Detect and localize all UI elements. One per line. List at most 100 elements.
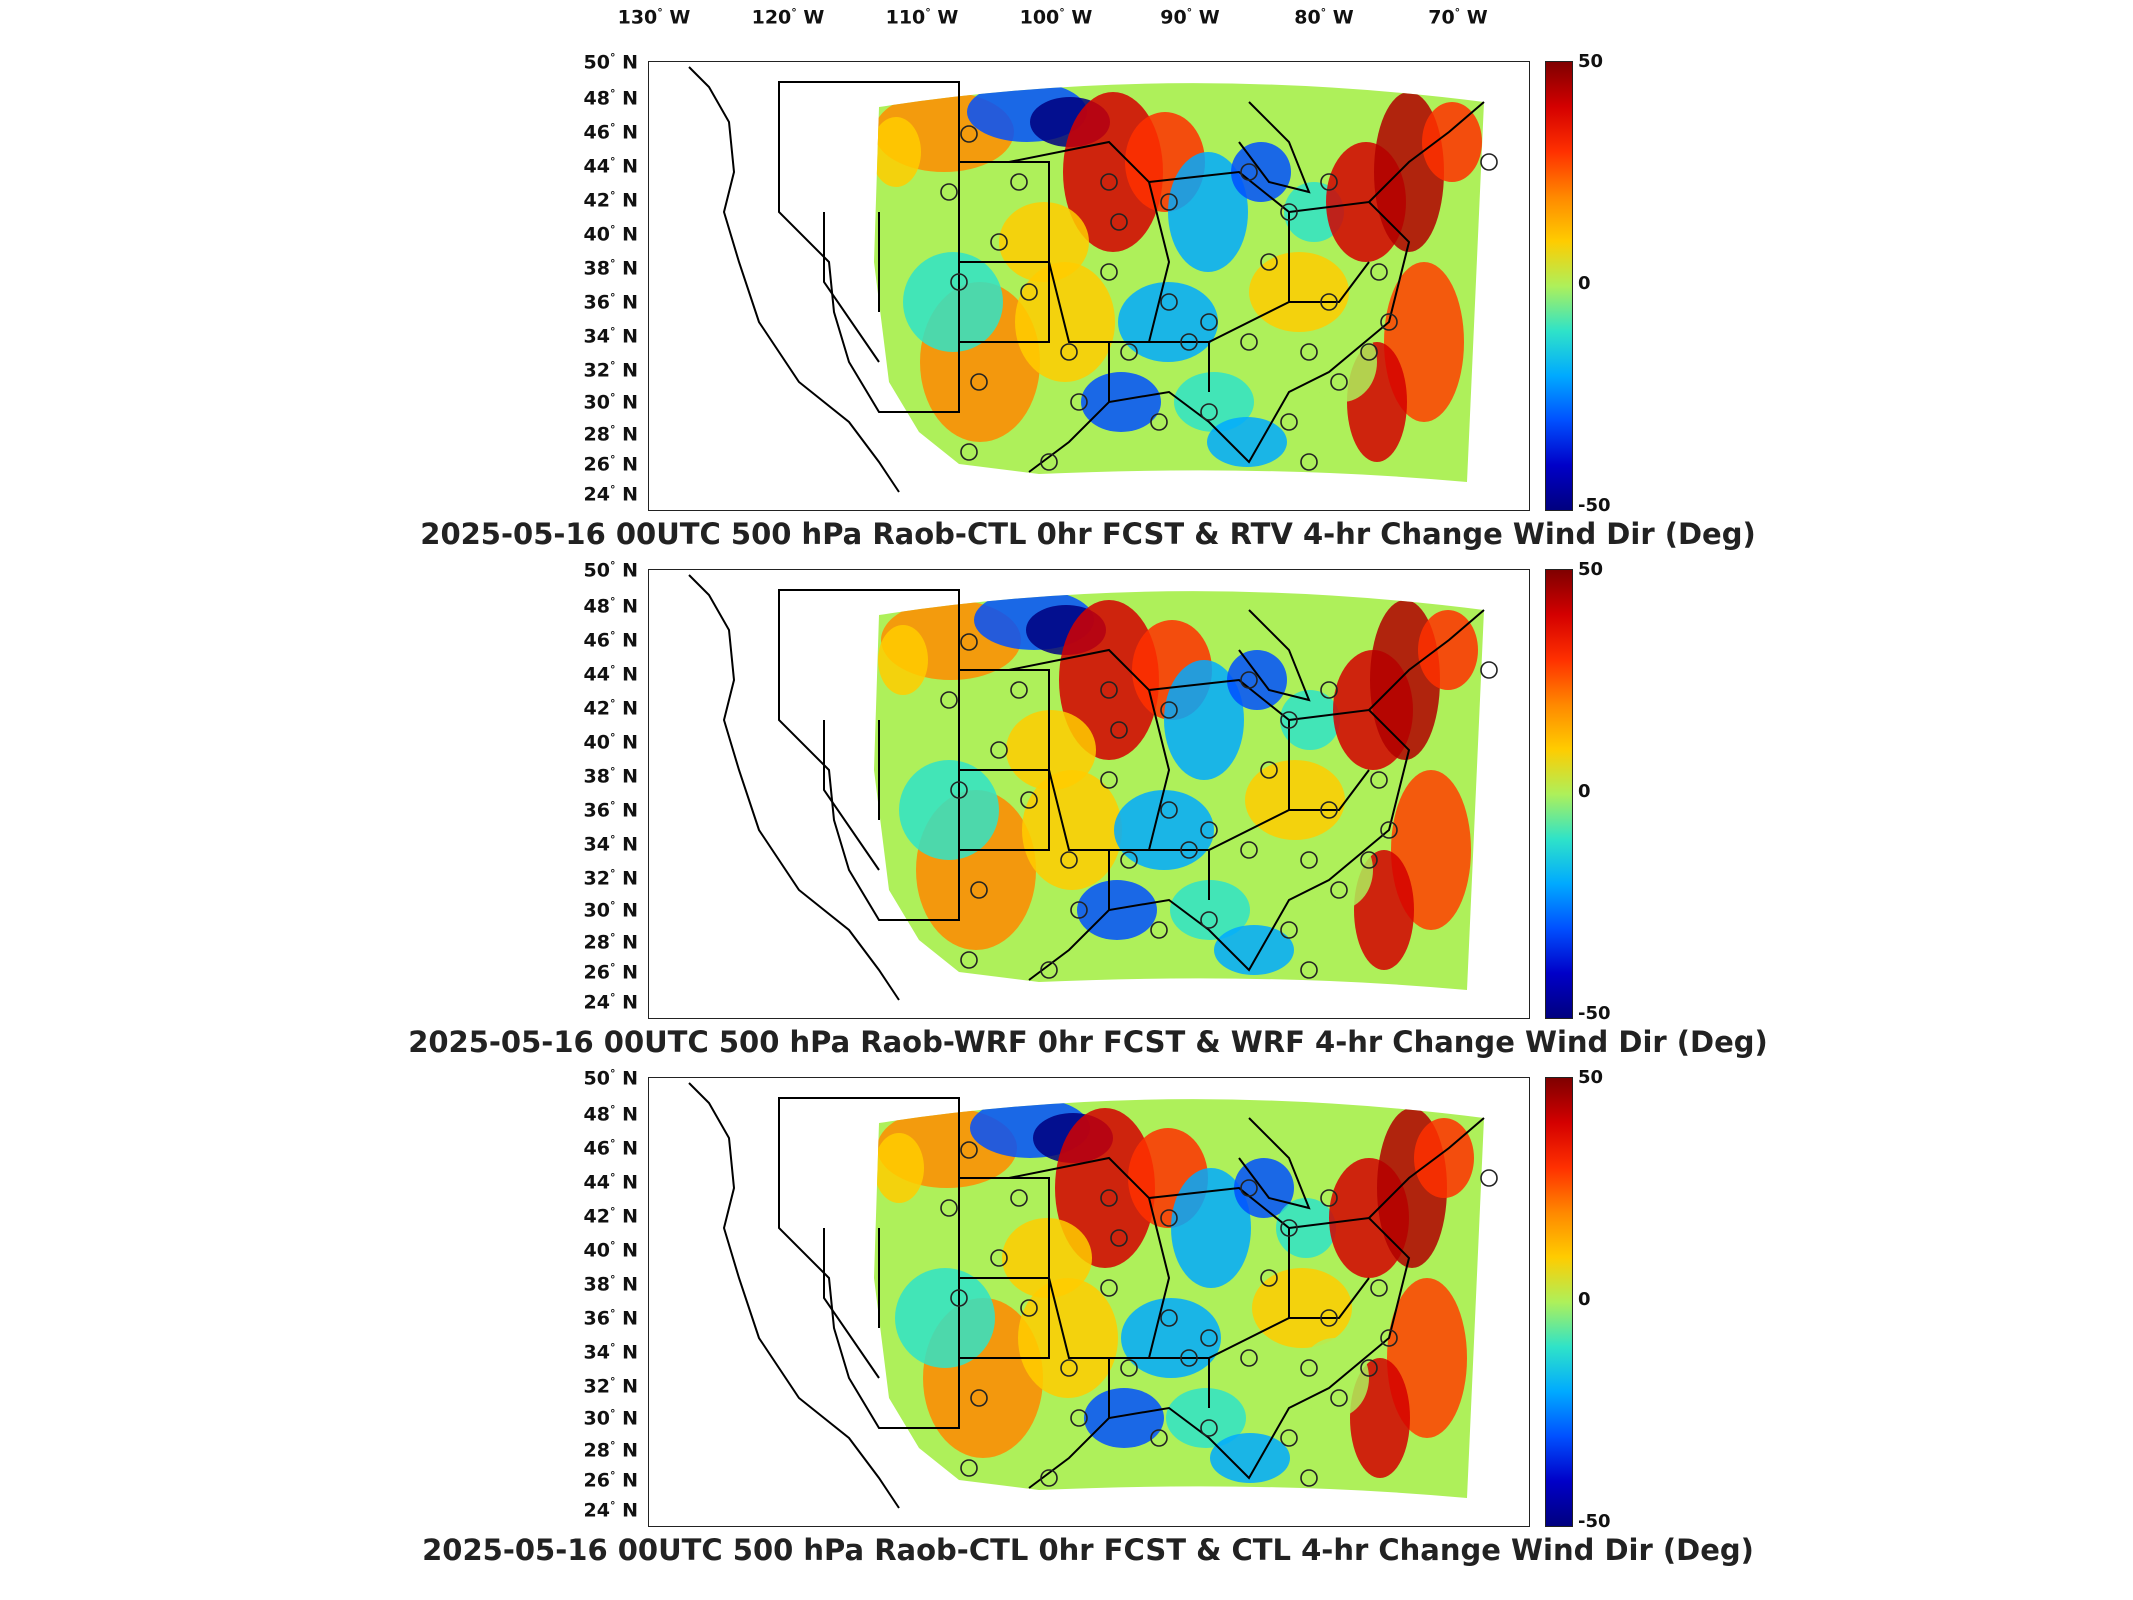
latitude-suffix: N: [622, 87, 638, 110]
raob-station-marker: [970, 1389, 988, 1407]
latitude-label: 42° N: [583, 1205, 638, 1228]
raob-station-marker: [990, 233, 1008, 251]
raob-station-marker: [1320, 1189, 1338, 1207]
raob-station-marker: [1370, 1279, 1388, 1297]
raob-station-marker: [1240, 333, 1258, 351]
longitude-suffix: W: [937, 6, 959, 29]
raob-station-marker: [1200, 403, 1218, 421]
latitude-value: 26: [583, 453, 610, 476]
field-region: [1414, 1118, 1474, 1198]
raob-station-marker: [940, 691, 958, 709]
latitude-suffix: N: [622, 961, 638, 984]
latitude-label: 46° N: [583, 1137, 638, 1160]
latitude-value: 40: [583, 731, 610, 754]
raob-station-marker: [1180, 841, 1198, 859]
field-region: [1164, 660, 1244, 780]
latitude-value: 24: [583, 483, 610, 506]
longitude-value: 130: [617, 6, 658, 29]
latitude-suffix: N: [622, 1171, 638, 1194]
latitude-value: 42: [583, 697, 610, 720]
raob-station-marker: [1200, 1419, 1218, 1437]
latitude-value: 50: [583, 559, 610, 582]
raob-stations: [940, 1141, 1498, 1487]
raob-station-marker: [1160, 801, 1178, 819]
raob-station-marker: [1280, 711, 1298, 729]
raob-station-marker: [1320, 293, 1338, 311]
raob-station-marker: [1300, 851, 1318, 869]
latitude-label: 40° N: [583, 731, 638, 754]
colorbar: [1545, 569, 1573, 1019]
latitude-label: 34° N: [583, 325, 638, 348]
latitude-suffix: N: [622, 1137, 638, 1160]
latitude-suffix: N: [622, 1375, 638, 1398]
raob-station-marker: [1330, 881, 1348, 899]
latitude-label: 24° N: [583, 991, 638, 1014]
latitude-value: 44: [583, 155, 610, 178]
raob-station-marker: [1200, 313, 1218, 331]
field-region: [1210, 1433, 1290, 1483]
latitude-label: 38° N: [583, 765, 638, 788]
latitude-suffix: N: [622, 325, 638, 348]
field-region: [895, 1268, 995, 1368]
latitude-suffix: N: [622, 1239, 638, 1262]
latitude-value: 26: [583, 1469, 610, 1492]
latitude-suffix: N: [622, 257, 638, 280]
latitude-suffix: N: [622, 899, 638, 922]
latitude-label: 42° N: [583, 697, 638, 720]
field-region: [1418, 610, 1478, 690]
latitude-suffix: N: [622, 391, 638, 414]
panel-title: 2025-05-16 00UTC 500 hPa Raob-CTL 0hr FC…: [420, 517, 1756, 551]
latitude-label: 26° N: [583, 453, 638, 476]
raob-station-marker: [1260, 253, 1278, 271]
colorbar-min-label: -50: [1578, 1511, 1611, 1532]
raob-station-marker: [1110, 1229, 1128, 1247]
latitude-value: 26: [583, 961, 610, 984]
field-region: [1249, 252, 1349, 332]
raob-station-marker: [960, 951, 978, 969]
raob-station-marker: [1380, 313, 1398, 331]
latitude-value: 30: [583, 1407, 610, 1430]
latitude-label: 50° N: [583, 51, 638, 74]
raob-station-marker: [1180, 333, 1198, 351]
raob-station-marker: [1040, 961, 1058, 979]
latitude-suffix: N: [622, 423, 638, 446]
raob-station-marker: [1040, 453, 1058, 471]
latitude-value: 46: [583, 1137, 610, 1160]
raob-station-marker: [1100, 173, 1118, 191]
map-canvas: [688, 66, 1498, 493]
colorbar-zero-label: 0: [1578, 273, 1591, 294]
latitude-value: 40: [583, 1239, 610, 1262]
latitude-label: 24° N: [583, 1499, 638, 1522]
wind-direction-map: [648, 569, 1530, 1019]
raob-station-marker: [1360, 851, 1378, 869]
latitude-value: 28: [583, 423, 610, 446]
raob-station-marker: [960, 125, 978, 143]
raob-station-marker: [990, 1249, 1008, 1267]
raob-station-marker: [1300, 1359, 1318, 1377]
raob-station-marker: [1060, 851, 1078, 869]
latitude-label: 48° N: [583, 595, 638, 618]
latitude-value: 42: [583, 1205, 610, 1228]
raob-station-marker: [1020, 283, 1038, 301]
latitude-suffix: N: [622, 595, 638, 618]
raob-station-marker: [1100, 681, 1118, 699]
latitude-value: 38: [583, 765, 610, 788]
latitude-value: 38: [583, 257, 610, 280]
field-region: [874, 1133, 924, 1203]
latitude-value: 38: [583, 1273, 610, 1296]
panel-title: 2025-05-16 00UTC 500 hPa Raob-CTL 0hr FC…: [422, 1533, 1754, 1567]
latitude-value: 50: [583, 51, 610, 74]
raob-station-marker: [1010, 173, 1028, 191]
raob-station-marker: [1070, 1409, 1088, 1427]
latitude-value: 44: [583, 1171, 610, 1194]
raob-station-marker: [1360, 343, 1378, 361]
latitude-value: 36: [583, 799, 610, 822]
latitude-label: 28° N: [583, 931, 638, 954]
raob-station-marker: [1240, 163, 1258, 181]
raob-station-marker: [1160, 1309, 1178, 1327]
map-boundaries: [688, 66, 1485, 493]
map-boundaries: [688, 1082, 1485, 1509]
latitude-suffix: N: [622, 867, 638, 890]
latitude-suffix: N: [622, 559, 638, 582]
raob-station-marker: [1260, 761, 1278, 779]
